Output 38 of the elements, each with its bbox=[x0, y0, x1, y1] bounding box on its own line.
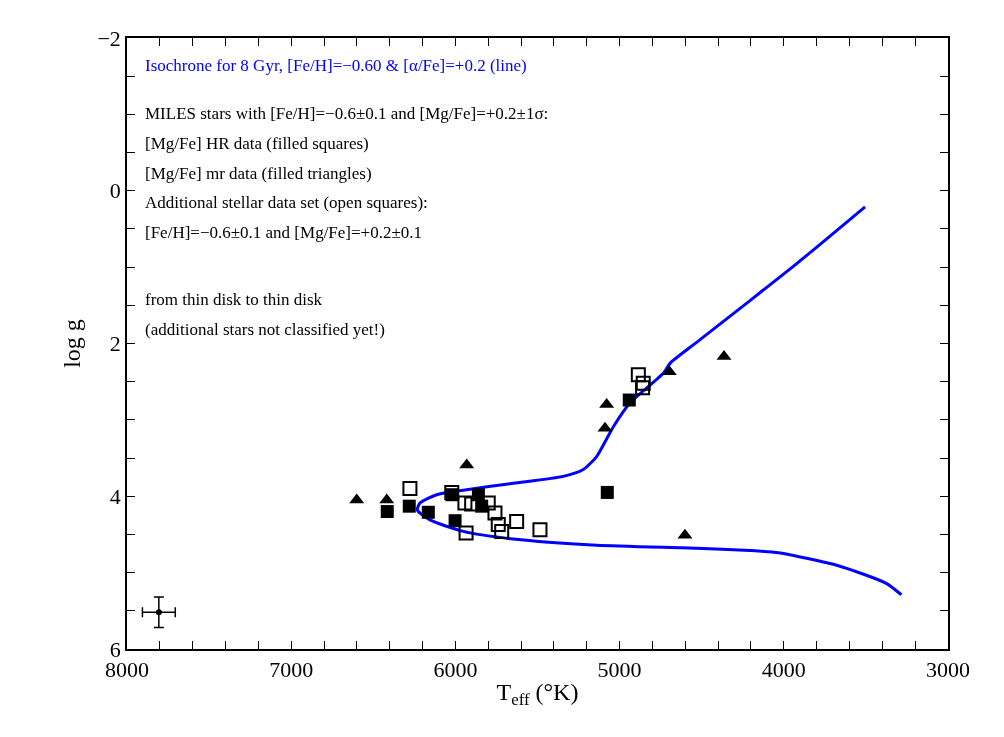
point bbox=[630, 367, 646, 383]
point bbox=[490, 517, 506, 533]
annotation: [Mg/Fe] HR data (filled squares) bbox=[145, 134, 369, 153]
point bbox=[487, 505, 503, 521]
point bbox=[532, 522, 548, 538]
x-tick-label: 7000 bbox=[269, 657, 314, 683]
point bbox=[457, 495, 473, 511]
y-tick-label: 0 bbox=[109, 178, 121, 204]
annotation: Additional stellar data set (open squares): bbox=[145, 193, 428, 212]
x-tick-label: 3000 bbox=[926, 657, 970, 683]
y-tick-label: −2 bbox=[97, 25, 121, 51]
text: Isochrone for 8 Gyr, [Fe/H]=−0.60 & [α/Fe]=+0.2 (line) bbox=[145, 56, 527, 75]
point bbox=[402, 481, 418, 497]
x-tick-label: 5000 bbox=[597, 657, 642, 683]
point bbox=[448, 514, 462, 528]
x-tick-label: 6000 bbox=[433, 657, 478, 683]
point bbox=[494, 523, 510, 539]
point bbox=[402, 499, 416, 513]
point bbox=[421, 505, 435, 519]
point bbox=[458, 525, 474, 541]
point bbox=[155, 609, 162, 616]
annotation: [Mg/Fe] mr data (filled triangles) bbox=[145, 164, 372, 183]
annotation: [Fe/H]=−0.6±0.1 and [Mg/Fe]=+0.2±0.1 bbox=[145, 223, 423, 242]
point bbox=[635, 380, 651, 396]
point bbox=[600, 485, 614, 499]
point bbox=[509, 513, 525, 529]
y-tick-label: 4 bbox=[109, 483, 121, 509]
point bbox=[444, 484, 460, 500]
y-tick-label: 2 bbox=[109, 331, 121, 357]
y-axis-title: log g bbox=[59, 319, 86, 368]
x-tick-label: 4000 bbox=[761, 657, 806, 683]
x-axis-title: T$_{eff}$ (°K) bbox=[496, 678, 579, 709]
annotation: (additional stars not classified yet!) bbox=[145, 320, 385, 339]
point bbox=[622, 393, 636, 407]
point bbox=[635, 375, 651, 391]
point bbox=[380, 505, 394, 519]
annotation: from thin disk to thin disk bbox=[145, 290, 323, 309]
annotation: MILES stars with [Fe/H]=−0.6±0.1 and [Mg/Fe]=+0.2±1σ: bbox=[145, 104, 549, 123]
